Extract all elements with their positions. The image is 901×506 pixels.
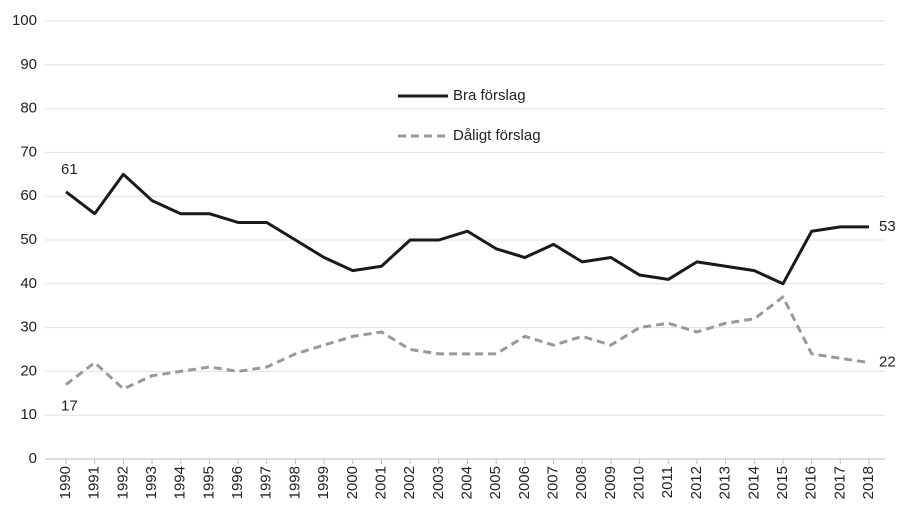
data-label: 22	[879, 354, 896, 371]
series-line	[65, 295, 870, 391]
x-tick-label: 2018	[860, 466, 877, 499]
x-tick-label: 1996	[229, 466, 246, 499]
x-tick-label: 2009	[602, 466, 619, 499]
data-label: 17	[61, 398, 78, 415]
x-tick-label: 2011	[659, 466, 676, 498]
y-tick-label: 20	[20, 362, 37, 379]
y-tick-label: 70	[20, 143, 37, 160]
data-label: 61	[61, 161, 78, 178]
x-tick-label: 2015	[774, 466, 791, 499]
x-tick-label: 2010	[631, 466, 648, 499]
x-tick-label: 1997	[258, 466, 275, 499]
x-tick-label: 2016	[803, 466, 820, 499]
x-tick-label: 2006	[516, 466, 533, 499]
x-tick-label: 2008	[573, 466, 590, 499]
x-tick-label: 2004	[458, 466, 475, 499]
legend-label: Bra förslag	[453, 87, 526, 104]
x-tick-label: 2001	[372, 466, 389, 499]
x-tick-label: 2014	[745, 466, 762, 499]
x-tick-label: 1994	[172, 466, 189, 499]
x-tick-label: 1999	[315, 466, 332, 499]
y-tick-label: 40	[20, 275, 37, 292]
y-tick-label: 30	[20, 319, 37, 336]
x-tick-label: 2000	[344, 466, 361, 499]
x-tick-label: 2013	[717, 466, 734, 499]
data-label: 53	[879, 218, 896, 235]
x-tick-label: 1992	[114, 466, 131, 499]
series-line	[65, 172, 869, 286]
x-tick-label: 2012	[688, 466, 705, 499]
x-tick-label: 2003	[430, 466, 447, 499]
y-tick-label: 60	[20, 187, 37, 204]
y-tick-label: 80	[20, 100, 37, 117]
x-tick-label: 1991	[86, 466, 103, 499]
x-tick-label: 1990	[57, 466, 74, 499]
x-tick-label: 1993	[143, 466, 160, 499]
y-tick-label: 0	[29, 450, 37, 467]
x-tick-label: 2017	[831, 466, 848, 499]
y-tick-label: 90	[20, 56, 37, 73]
x-tick-label: 1998	[286, 466, 303, 499]
x-tick-label: 2007	[545, 466, 562, 499]
y-tick-label: 100	[12, 12, 37, 29]
x-tick-label: 1995	[200, 466, 217, 499]
legend-label: Dåligt förslag	[453, 127, 541, 144]
x-tick-label: 2002	[401, 466, 418, 499]
y-tick-label: 50	[20, 231, 37, 248]
y-tick-label: 10	[20, 406, 37, 423]
x-tick-label: 2005	[487, 466, 504, 499]
